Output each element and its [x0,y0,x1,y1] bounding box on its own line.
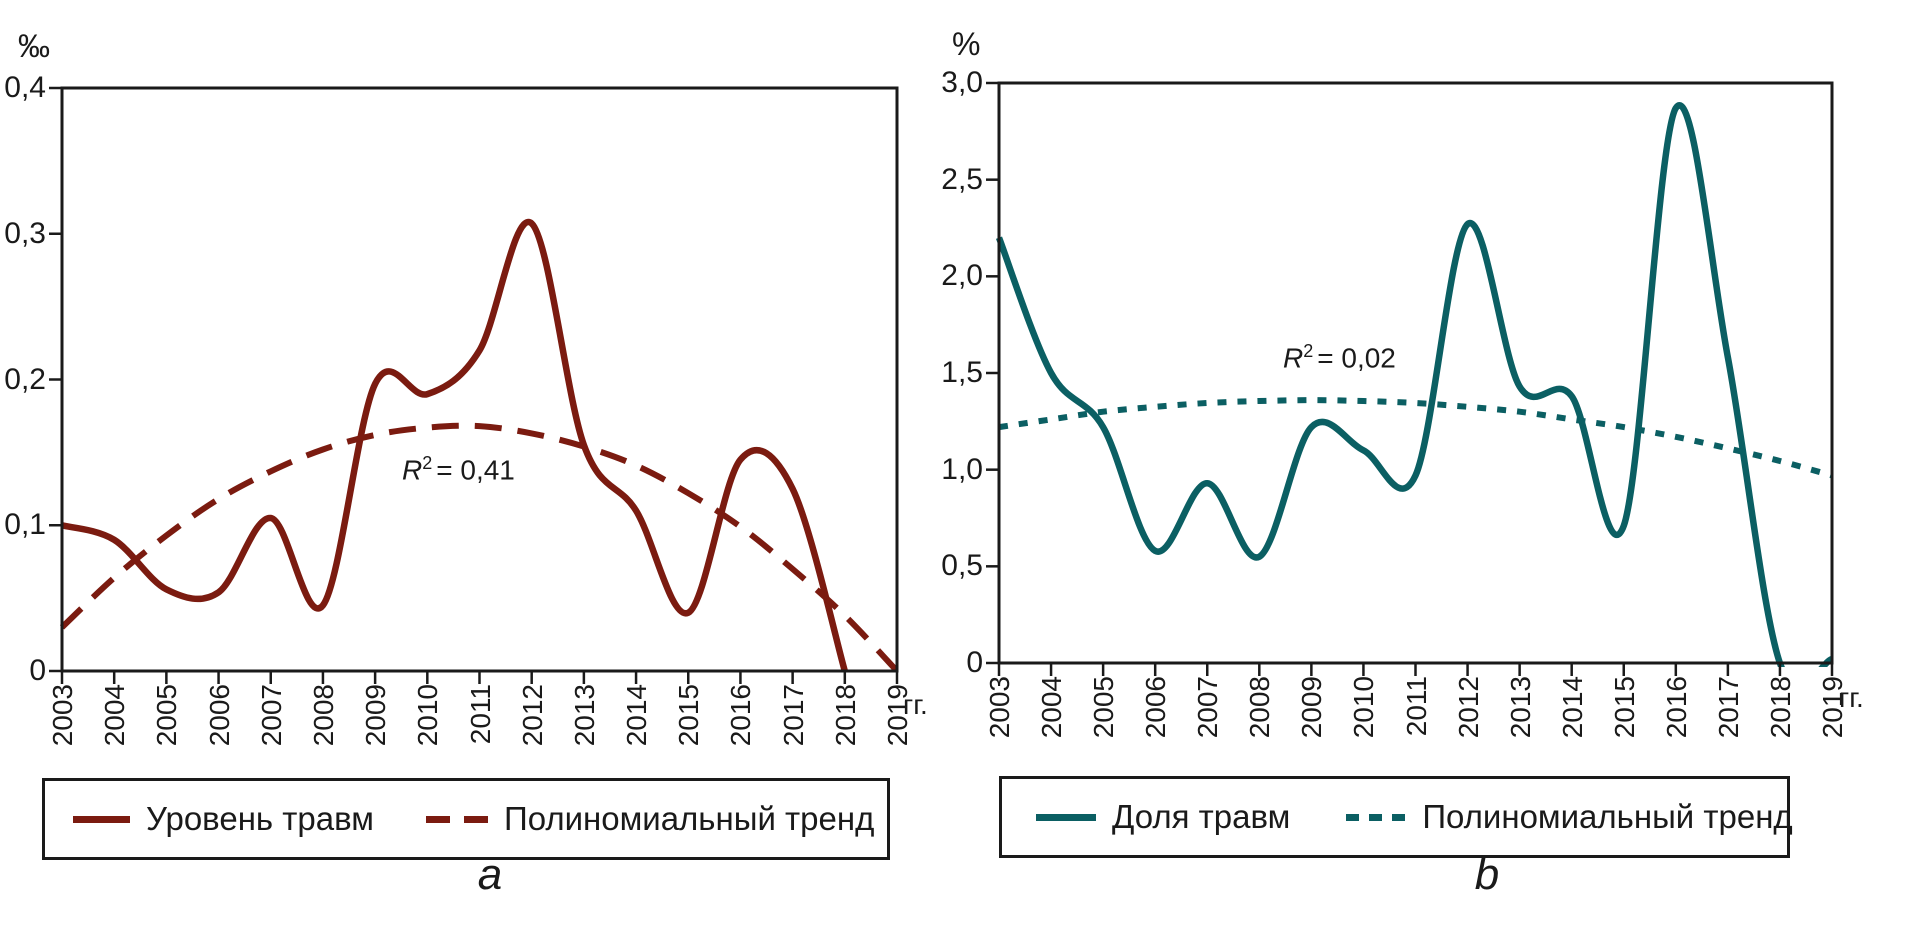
x-axis-unit-left: гг. [903,689,928,720]
plot-frame [997,81,1834,665]
solid-line-sample [1036,813,1096,821]
y-tick-label: 0 [966,646,983,679]
x-tick-label: 2009 [1296,676,1328,739]
legend-right: Доля травм Полиномиальный тренд [999,776,1793,858]
legend-label-injury-level: Уровень травм [146,800,374,837]
y-tick-label: 0,5 [941,549,983,583]
y-tick-label: 0,1 [4,508,46,542]
y-tick-label: 3,0 [941,66,983,99]
y-tick-label: 0,3 [4,216,46,250]
y-tick-label: 2,0 [941,259,983,293]
x-tick-label: 2015 [673,684,705,747]
solid-line-sample [73,815,130,823]
series-solid-line [995,102,1834,667]
plot-frame [60,86,899,673]
y-axis-unit-right: % [952,26,981,62]
x-tick-label: 2016 [725,684,757,747]
y-tick-label: 2,5 [941,162,983,196]
x-tick-label: 2004 [99,684,131,747]
x-tick-label: 2010 [1348,676,1380,739]
x-tick-label: 2011 [464,684,496,745]
r-squared-annotation-right: R2 = 0,02 [1283,334,1396,375]
x-tick-label: 2007 [255,684,287,747]
x-tick-label: 2019 [1817,676,1848,739]
y-axis-unit-left: ‰ [18,28,50,64]
x-tick-label: 2010 [412,684,444,747]
x-tick-label: 2003 [984,676,1015,739]
x-tick-label: 2016 [1660,676,1692,739]
panel-letter-b: b [1474,850,1500,899]
r-squared-value: = 0,41 [436,454,515,486]
series-dashed-line [59,422,900,674]
x-axis-unit-right: гг. [1839,682,1864,713]
dotted-line-sample [1346,813,1407,821]
x-tick-label: 2018 [1764,676,1796,739]
x-tick-label: 2018 [829,684,861,747]
dashed-line-sample [425,815,488,823]
x-tick-label: 2008 [1244,676,1276,739]
r-exponent: 2 [422,453,433,473]
legend-label-polynomial-trend: Полиномиальный тренд [1422,798,1793,835]
x-tick-label: 2009 [360,684,392,747]
x-tick-label: 2011 [1400,676,1432,737]
y-tick-label: 1,5 [941,356,983,389]
r-squared-annotation-left: R2 = 0,41 [402,446,515,487]
x-tick-label: 2015 [1608,676,1640,739]
x-tick-label: 2005 [151,684,183,747]
y-tick-label: 0,2 [4,362,46,396]
r-exponent: 2 [1303,341,1314,361]
x-tick-label: 2014 [621,684,653,747]
legend-left: Уровень травм Полиномиальный тренд [42,778,890,860]
r-squared-value: = 0,02 [1317,342,1396,374]
x-tick-label: 2008 [307,684,339,747]
x-tick-label: 2003 [47,684,78,747]
legend-label-injury-share: Доля травм [1112,798,1291,835]
x-tick-label: 2013 [1504,676,1536,739]
r-symbol: R [1283,342,1304,374]
y-tick-label: 0 [29,654,46,687]
x-tick-label: 2012 [516,684,548,747]
x-tick-label: 2013 [568,684,600,747]
x-tick-label: 2017 [777,684,809,747]
x-tick-label: 2006 [203,684,235,747]
series-dotted-line [998,397,1833,479]
y-tick-label: 1,0 [941,452,983,486]
r-symbol: R [402,454,423,486]
x-tick-label: 2019 [882,684,913,747]
x-tick-label: 2012 [1452,676,1484,739]
legend-label-polynomial-trend: Полиномиальный тренд [503,800,875,837]
panel-letter-a: a [477,850,503,899]
x-tick-label: 2006 [1140,676,1172,739]
x-tick-label: 2005 [1088,676,1120,739]
y-tick-label: 0,4 [4,71,46,104]
series-group [995,102,1834,667]
x-tick-label: 2017 [1712,676,1744,739]
x-tick-label: 2007 [1192,676,1224,739]
x-tick-label: 2014 [1556,676,1588,739]
series-group [59,218,900,674]
x-tick-label: 2004 [1036,676,1068,739]
